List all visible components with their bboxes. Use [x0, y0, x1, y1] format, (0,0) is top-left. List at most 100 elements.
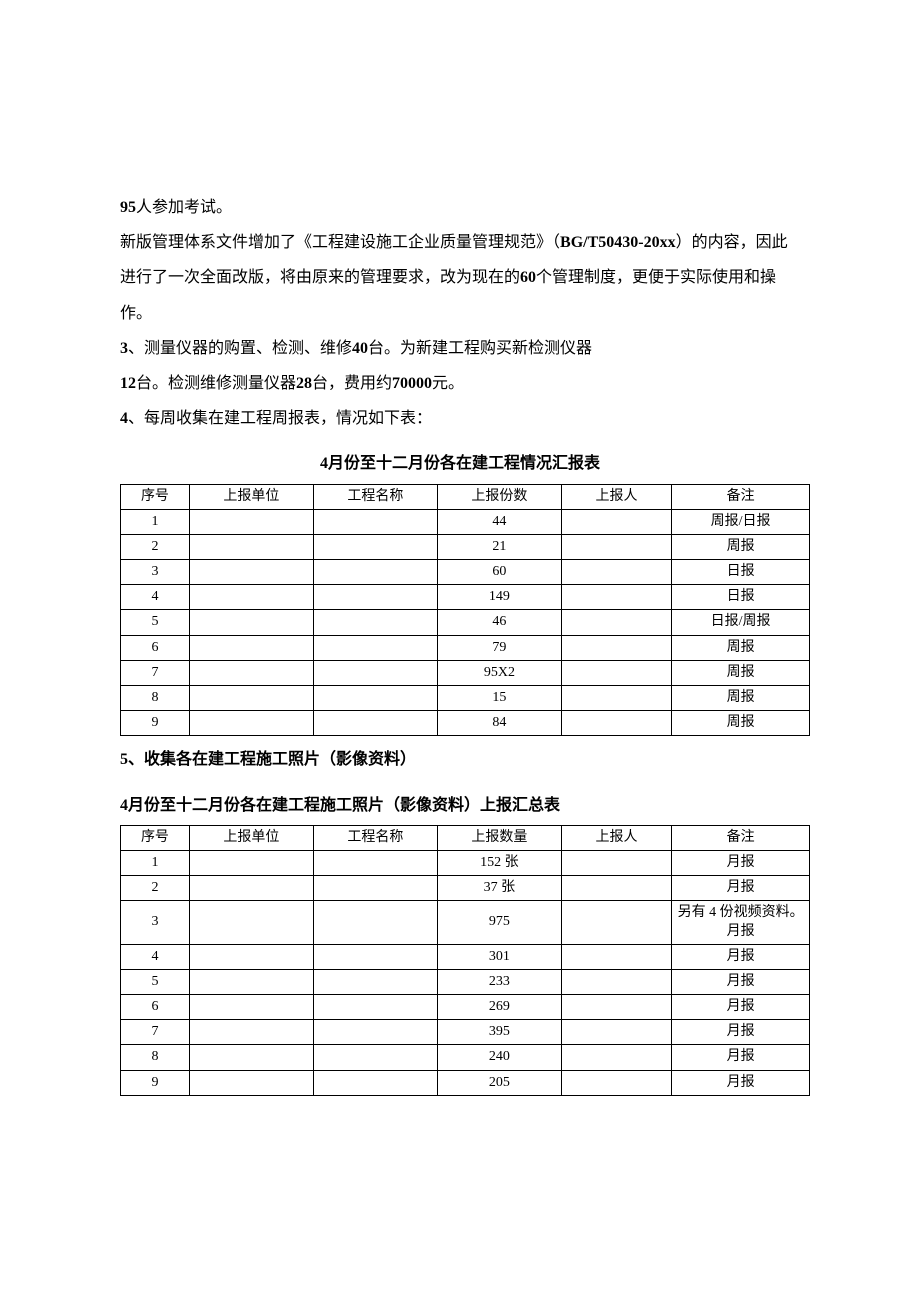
cell-proj	[313, 969, 437, 994]
cell-seq: 5	[121, 610, 190, 635]
cell-seq: 1	[121, 509, 190, 534]
cell-person	[561, 901, 671, 944]
cell-person	[561, 876, 671, 901]
cell-person	[561, 969, 671, 994]
cell-person	[561, 509, 671, 534]
table-row: 237 张月报	[121, 876, 810, 901]
cell-seq: 9	[121, 1070, 190, 1095]
cell-note: 日报	[672, 585, 810, 610]
instr-text-f: 台。检测维修测量仪器	[136, 375, 296, 392]
table-row: 360日报	[121, 560, 810, 585]
exam-text: 人参加考试。	[136, 199, 232, 216]
cell-count: 269	[437, 995, 561, 1020]
table1-title: 4月份至十二月份各在建工程情况汇报表	[120, 446, 800, 481]
cell-count: 395	[437, 1020, 561, 1045]
th-seq: 序号	[121, 825, 190, 850]
cell-person	[561, 944, 671, 969]
cell-seq: 1	[121, 850, 190, 875]
table-row: 5 46 日报/周报	[121, 610, 810, 635]
cell-note: 月报	[672, 876, 810, 901]
cell-proj	[313, 850, 437, 875]
cell-proj	[313, 944, 437, 969]
cell-seq: 4	[121, 944, 190, 969]
cell-count: 95X2	[437, 660, 561, 685]
cell-count: 975	[437, 901, 561, 944]
cell-unit	[189, 850, 313, 875]
cell-count: 301	[437, 944, 561, 969]
th-proj: 工程名称	[313, 484, 437, 509]
paragraph-system: 新版管理体系文件增加了《工程建设施工企业质量管理规范》（BG/T50430-20…	[120, 225, 800, 331]
cell-seq: 3	[121, 901, 190, 944]
table-row: 815周报	[121, 686, 810, 711]
sys-count: 60	[520, 269, 536, 286]
table-row: 5233月报	[121, 969, 810, 994]
cell-note: 月报	[672, 1070, 810, 1095]
cell-count: 46	[437, 610, 561, 635]
cell-proj	[313, 876, 437, 901]
paragraph-weekly: 4、每周收集在建工程周报表，情况如下表：	[120, 401, 800, 436]
cell-seq: 2	[121, 534, 190, 559]
exam-count: 95	[120, 199, 136, 216]
cell-count: 37 张	[437, 876, 561, 901]
cell-note: 月报	[672, 1045, 810, 1070]
t2-title-a: 4	[120, 797, 128, 814]
paragraph-exam: 95人参加考试。	[120, 190, 800, 225]
cell-proj	[313, 686, 437, 711]
cell-proj	[313, 1045, 437, 1070]
t2-title-b: 月份至十二月份各在建工程施工照片（影像资料）上报汇总表	[128, 797, 560, 814]
cell-person	[561, 635, 671, 660]
cell-count: 79	[437, 635, 561, 660]
cell-seq: 8	[121, 1045, 190, 1070]
th-count: 上报份数	[437, 484, 561, 509]
cell-unit	[189, 711, 313, 736]
cell-unit	[189, 995, 313, 1020]
cell-note: 月报	[672, 850, 810, 875]
table-header-row: 序号 上报单位 工程名称 上报份数 上报人 备注	[121, 484, 810, 509]
photos-text: 、收集各在建工程施工照片（影像资料）	[128, 751, 416, 768]
instr-text-b: 、测量仪器的购置、检测、维修	[128, 340, 352, 357]
t1-title-a: 4	[320, 455, 328, 472]
cell-unit	[189, 876, 313, 901]
th-proj: 工程名称	[313, 825, 437, 850]
cell-proj	[313, 711, 437, 736]
cell-seq: 4	[121, 585, 190, 610]
cell-person	[561, 995, 671, 1020]
t1-title-b: 月份至十二月份各在建工程情况汇报表	[328, 455, 600, 472]
table-row: 7395月报	[121, 1020, 810, 1045]
cell-proj	[313, 901, 437, 944]
cell-count: 15	[437, 686, 561, 711]
th-note: 备注	[672, 484, 810, 509]
cell-proj	[313, 560, 437, 585]
cell-proj	[313, 995, 437, 1020]
instr-70000: 70000	[392, 375, 432, 392]
paragraph-instruments: 3、测量仪器的购置、检测、维修40台。为新建工程购买新检测仪器 12台。检测维修…	[120, 331, 800, 401]
cell-proj	[313, 509, 437, 534]
cell-note: 周报	[672, 660, 810, 685]
cell-person	[561, 560, 671, 585]
cell-note: 日报/周报	[672, 610, 810, 635]
cell-count: 149	[437, 585, 561, 610]
cell-person	[561, 1020, 671, 1045]
table-row: 1 152 张 月报	[121, 850, 810, 875]
th-seq: 序号	[121, 484, 190, 509]
cell-unit	[189, 1045, 313, 1070]
cell-proj	[313, 635, 437, 660]
cell-note: 月报	[672, 944, 810, 969]
cell-unit	[189, 686, 313, 711]
cell-unit	[189, 585, 313, 610]
cell-proj	[313, 610, 437, 635]
cell-unit	[189, 660, 313, 685]
cell-person	[561, 534, 671, 559]
table-row: 4 149 日报	[121, 585, 810, 610]
table2-title: 4月份至十二月份各在建工程施工照片（影像资料）上报汇总表	[120, 788, 800, 823]
th-pers: 上报人	[561, 484, 671, 509]
instr-text-j: 元。	[432, 375, 464, 392]
table-row: 984周报	[121, 711, 810, 736]
cell-count: 152 张	[437, 850, 561, 875]
cell-count: 84	[437, 711, 561, 736]
cell-unit	[189, 610, 313, 635]
cell-unit	[189, 901, 313, 944]
cell-count: 60	[437, 560, 561, 585]
cell-note: 日报	[672, 560, 810, 585]
cell-note: 月报	[672, 969, 810, 994]
